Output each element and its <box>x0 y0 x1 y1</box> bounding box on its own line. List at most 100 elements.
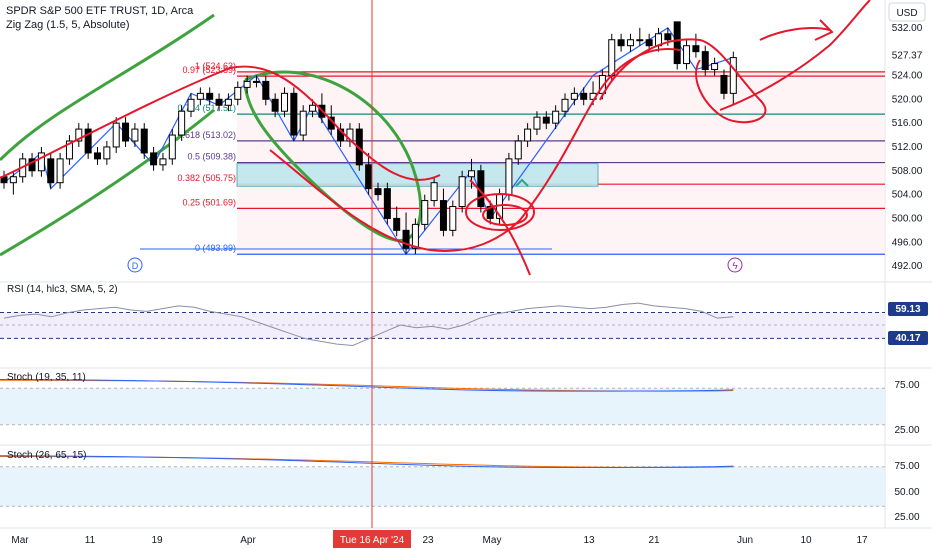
candle-body <box>505 158 513 196</box>
time-axis-label: 11 <box>85 535 96 546</box>
candle-body <box>664 33 672 41</box>
price-axis-label: 532.00 <box>892 23 923 34</box>
time-axis-label: 21 <box>648 535 660 546</box>
crosshair-date: Tue 16 Apr '24 <box>340 535 405 546</box>
rsi-legend: RSI (14, hlc3, SMA, 5, 2) <box>7 284 118 295</box>
stoch-band <box>0 466 885 507</box>
axes: 532.00 527.37 524.00 520.00 516.00 512.00 508.… <box>11 0 923 546</box>
candle-body <box>711 63 719 71</box>
dividend-icon[interactable]: D <box>127 257 143 273</box>
candle-body <box>131 128 139 142</box>
svg-text:D: D <box>132 261 139 271</box>
candle-body <box>411 223 419 249</box>
candle-body <box>673 21 681 65</box>
currency-label: USD <box>896 8 917 19</box>
hand-drawn-markup <box>0 0 871 276</box>
markup-curve <box>269 48 681 252</box>
stoch2-axis-50: 50.00 <box>894 487 919 498</box>
candle-body <box>159 158 167 166</box>
candle-body <box>720 74 728 94</box>
time-axis-label: 10 <box>800 535 812 546</box>
candle-body <box>299 110 307 136</box>
candle-body <box>617 39 625 47</box>
candle-body <box>580 92 588 100</box>
price-axis-label: 500.00 <box>892 213 923 224</box>
stoch2-axis-75: 75.00 <box>894 461 919 472</box>
candle-body <box>150 152 158 166</box>
chart-title: SPDR S&P 500 ETF TRUST, 1D, Arca <box>6 5 194 17</box>
price-axis-label: 520.00 <box>892 94 923 105</box>
candle-body <box>561 98 569 112</box>
rsi-upper-value: 59.13 <box>895 304 920 315</box>
price-axis-label: 496.00 <box>892 237 923 248</box>
candle-body <box>94 152 101 160</box>
candle-body <box>271 98 279 112</box>
time-axis-label: 23 <box>422 535 434 546</box>
stoch-panes <box>0 378 885 507</box>
price-axis-label: 524.00 <box>892 70 923 81</box>
candle-body <box>701 51 709 71</box>
earnings-flash-icon[interactable]: ϟ <box>727 257 743 273</box>
candle-body <box>683 45 691 65</box>
candle-body <box>383 188 391 219</box>
time-axis-label: 17 <box>856 535 868 546</box>
stoch1-axis-75: 75.00 <box>894 380 919 391</box>
candle-body <box>374 188 382 196</box>
candle-body <box>103 146 111 160</box>
candle-body <box>84 128 92 154</box>
candle-body <box>206 92 214 100</box>
candle-body <box>449 206 457 231</box>
candle-body <box>729 57 737 94</box>
fib-level-label: 0 (493.99) <box>195 243 236 253</box>
price-axis-label: 527.37 <box>892 50 923 61</box>
candle-body <box>187 98 195 112</box>
channel-lower <box>0 108 215 257</box>
candle-body <box>65 140 73 160</box>
fib-level-label: 0.618 (513.02) <box>177 130 236 140</box>
rsi-lower-badge <box>888 331 928 345</box>
stoch2-axis-25: 25.00 <box>894 512 919 523</box>
up-arrow-icon <box>515 178 529 187</box>
time-axis-label: 19 <box>151 535 163 546</box>
candle-body <box>75 128 83 142</box>
candle-body <box>224 98 232 106</box>
fib-level-label: 0.25 (501.69) <box>182 197 236 207</box>
markup-slash <box>469 179 531 276</box>
candle-body <box>430 182 438 202</box>
candle-body <box>337 128 345 142</box>
candle-body <box>393 217 401 231</box>
fib-level-label: 0.714 (517.51) <box>177 103 236 113</box>
candle-body <box>215 98 223 106</box>
candle-body <box>552 110 560 124</box>
candle-body <box>524 128 532 142</box>
price-axis-label: 516.00 <box>892 118 923 129</box>
markup-arc <box>0 65 441 181</box>
candle-body <box>178 110 186 136</box>
stoch-d-line <box>0 455 734 468</box>
stoch1-legend: Stoch (19, 35, 11) <box>7 372 86 383</box>
rsi-band <box>0 312 885 339</box>
candle-body <box>692 45 700 53</box>
stoch-k-line <box>0 455 734 469</box>
currency-button[interactable] <box>888 2 926 22</box>
markup-loop <box>599 38 767 124</box>
markup-upswing <box>719 0 871 111</box>
markup-circle <box>465 193 535 231</box>
fib-level-label: 1 (524.63) <box>195 61 236 71</box>
candle-body <box>290 92 298 136</box>
rsi-pane <box>0 302 885 347</box>
price-axis-label: 512.00 <box>892 142 923 153</box>
stoch2-legend: Stoch (26, 65, 15) <box>7 450 87 461</box>
crosshair-date-badge: Tue 16 Apr '24 <box>333 530 411 548</box>
candle-body <box>533 116 541 130</box>
candle-body <box>9 176 17 184</box>
candle-body <box>421 200 429 225</box>
candle-body <box>309 104 317 112</box>
fib-fill <box>237 71 885 77</box>
price-axis-label: 508.00 <box>892 166 923 177</box>
price-axis-label: 504.00 <box>892 190 923 201</box>
candle-body <box>645 39 653 47</box>
fib-level-label: 0.382 (505.75) <box>177 173 236 183</box>
candle-body <box>365 164 373 190</box>
candle-body <box>598 74 606 94</box>
